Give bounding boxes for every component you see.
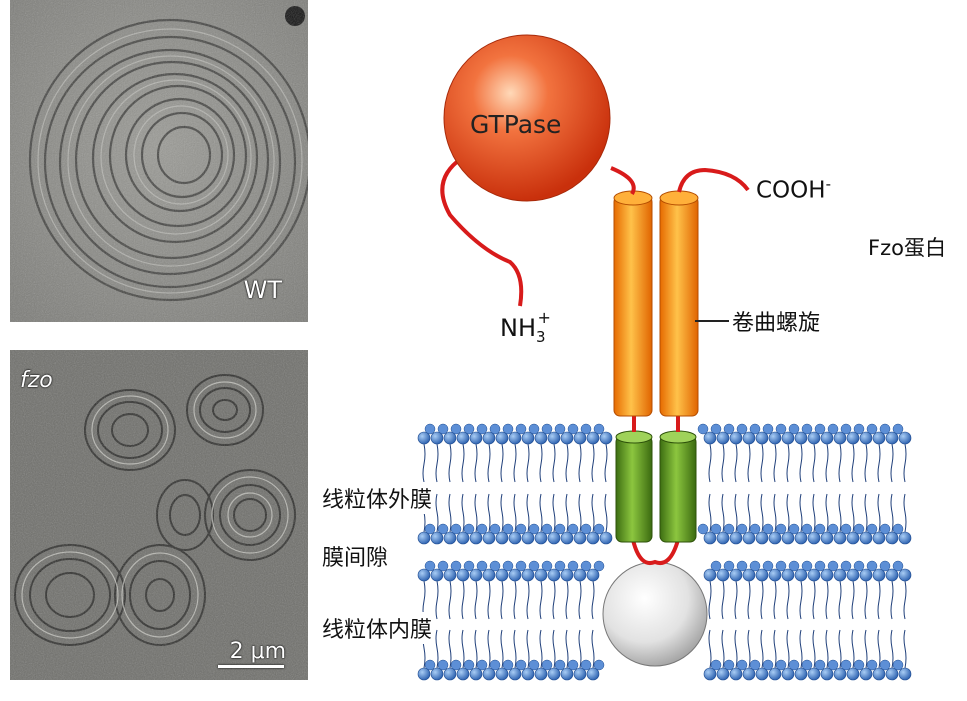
nh3-tail xyxy=(440,156,524,307)
wt-micrograph-image xyxy=(10,0,308,322)
wt-micrograph: WT xyxy=(10,0,308,322)
fzo-protein-label: Fzo蛋白 xyxy=(868,236,946,260)
transmembrane-segments xyxy=(615,430,697,543)
fzo-label: fzo xyxy=(20,368,53,393)
inner-membrane-label: 线粒体内膜 xyxy=(320,612,435,644)
inner-membrane xyxy=(417,560,912,681)
nh3-terminus-label: NH3+ xyxy=(500,308,551,346)
linker-loop xyxy=(631,539,680,565)
fzo-micrograph: fzo 2 μm xyxy=(10,350,308,680)
fzo-micrograph-image xyxy=(10,350,308,680)
coiled-coil-label: 卷曲螺旋 xyxy=(732,311,821,336)
gtpase-label: GTPase xyxy=(470,110,562,139)
inner-membrane-protein xyxy=(602,561,708,667)
cooh-terminus-label: COOH- xyxy=(756,175,831,204)
wt-label: WT xyxy=(243,276,282,304)
cooh-tail xyxy=(677,167,750,193)
gtpase-linker xyxy=(610,166,636,195)
outer-membrane xyxy=(417,423,912,545)
outer-membrane-label: 线粒体外膜 xyxy=(320,482,435,514)
scale-label: 2 μm xyxy=(229,639,286,664)
coiled-coil-pointer xyxy=(695,320,729,322)
gtpase-domain xyxy=(443,34,611,202)
scale-bar xyxy=(218,665,284,668)
coiled-coil-segments xyxy=(613,190,699,417)
intermembrane-space-label: 膜间隙 xyxy=(320,540,391,572)
